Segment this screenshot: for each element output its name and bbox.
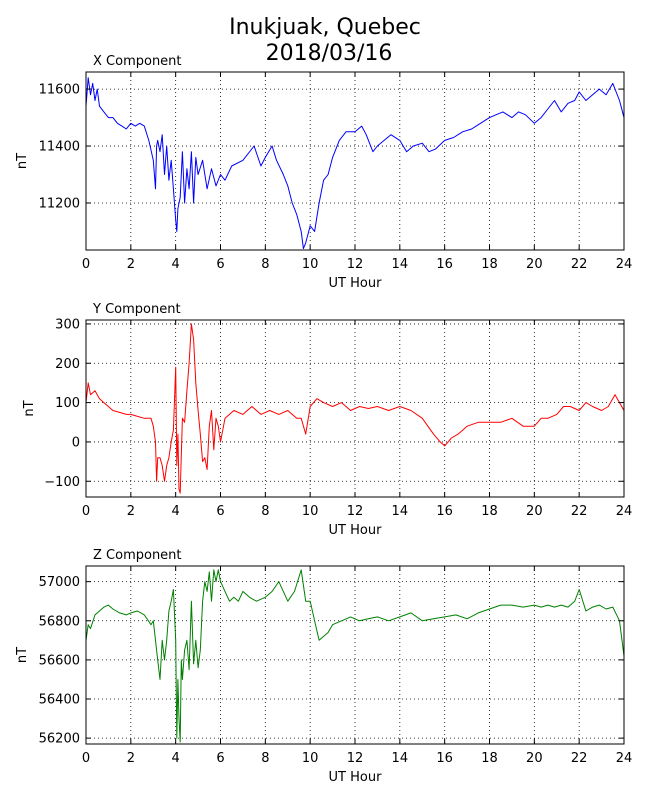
x-tick-label: 20 <box>526 504 543 519</box>
y-axis-label: nT <box>15 647 30 663</box>
x-tick-label: 12 <box>347 504 364 519</box>
series-line <box>85 569 625 743</box>
y-tick-label: 0 <box>72 435 80 450</box>
x-tick-label: 22 <box>571 751 588 766</box>
y-tick-label: −100 <box>44 475 80 490</box>
x-tick-label: 2 <box>127 504 135 519</box>
x-tick-label: 2 <box>127 257 135 272</box>
x-tick-label: 4 <box>172 257 180 272</box>
y-tick-label: 200 <box>55 357 80 372</box>
x-tick-label: 10 <box>302 751 319 766</box>
panel-title: Z Component <box>93 548 182 563</box>
x-tick-label: 4 <box>172 504 180 519</box>
y-tick-label: 11400 <box>39 140 80 155</box>
x-tick-label: 12 <box>347 257 364 272</box>
figure-subtitle-date: 2018/03/16 <box>266 41 393 66</box>
x-tick-label: 18 <box>481 751 498 766</box>
y-tick-label: 300 <box>55 317 80 332</box>
x-tick-label: 24 <box>616 751 633 766</box>
x-tick-label: 16 <box>436 751 453 766</box>
x-tick-label: 14 <box>392 504 409 519</box>
y-tick-label: 11200 <box>39 197 80 212</box>
x-tick-label: 10 <box>302 257 319 272</box>
y-tick-label: 11600 <box>39 83 80 98</box>
x-tick-label: 18 <box>481 504 498 519</box>
x-tick-label: 24 <box>616 504 633 519</box>
x-tick-label: 8 <box>261 257 269 272</box>
x-tick-label: 8 <box>261 751 269 766</box>
x-tick-label: 2 <box>127 751 135 766</box>
x-tick-label: 6 <box>216 504 224 519</box>
x-tick-label: 0 <box>82 257 90 272</box>
x-tick-label: 14 <box>392 257 409 272</box>
x-axis-label: UT Hour <box>329 770 383 785</box>
x-tick-label: 6 <box>216 257 224 272</box>
x-axis-label: UT Hour <box>329 276 383 291</box>
y-tick-label: 56200 <box>39 732 80 747</box>
panel-title: X Component <box>93 54 182 69</box>
series-line <box>85 77 625 250</box>
y-tick-label: 57000 <box>39 575 80 590</box>
x-tick-label: 20 <box>526 751 543 766</box>
x-tick-label: 0 <box>82 751 90 766</box>
x-tick-label: 22 <box>571 504 588 519</box>
figure-title: Inukjuak, Quebec <box>229 15 421 40</box>
x-tick-label: 20 <box>526 257 543 272</box>
x-tick-label: 6 <box>216 751 224 766</box>
x-tick-label: 16 <box>436 504 453 519</box>
x-tick-label: 22 <box>571 257 588 272</box>
x-tick-label: 16 <box>436 257 453 272</box>
x-tick-label: 0 <box>82 504 90 519</box>
series-line <box>85 323 625 494</box>
x-tick-label: 12 <box>347 751 364 766</box>
y-tick-label: 56400 <box>39 693 80 708</box>
x-tick-label: 24 <box>616 257 633 272</box>
y-axis-label: nT <box>15 153 30 169</box>
y-tick-label: 56600 <box>39 653 80 668</box>
x-tick-label: 14 <box>392 751 409 766</box>
x-tick-label: 8 <box>261 504 269 519</box>
y-tick-label: 100 <box>55 396 80 411</box>
x-axis-label: UT Hour <box>329 523 383 538</box>
x-tick-label: 4 <box>172 751 180 766</box>
x-tick-label: 18 <box>481 257 498 272</box>
y-axis-label: nT <box>22 400 37 416</box>
x-tick-label: 10 <box>302 504 319 519</box>
panel-title: Y Component <box>92 302 181 317</box>
y-tick-label: 56800 <box>39 614 80 629</box>
